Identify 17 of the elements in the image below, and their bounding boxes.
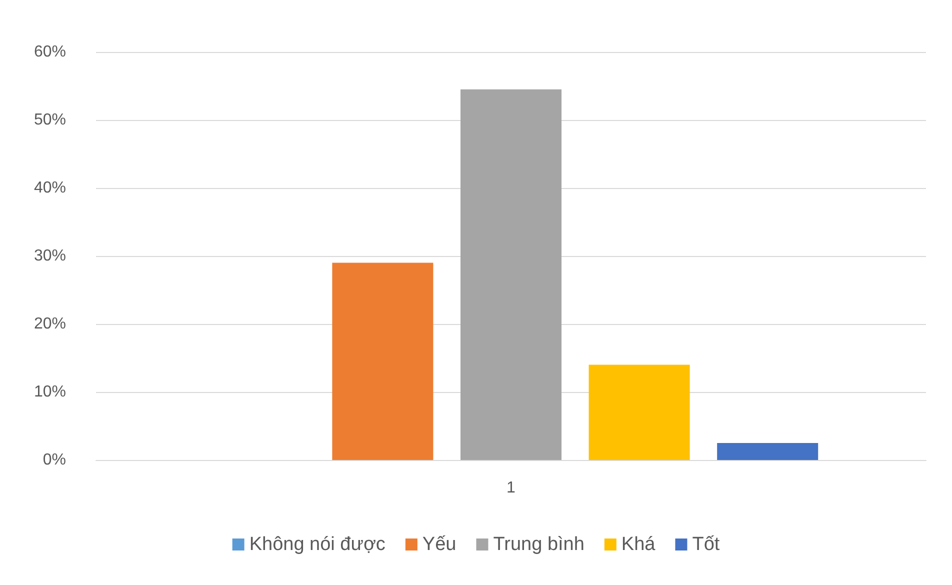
legend-label: Tốt xyxy=(692,534,720,555)
y-tick-label: 60% xyxy=(34,44,66,60)
y-tick-label: 30% xyxy=(34,248,66,264)
y-tick-label: 0% xyxy=(42,452,66,468)
x-tick-label: 1 xyxy=(506,480,516,496)
y-tick-label: 40% xyxy=(34,180,66,196)
y-tick-label: 10% xyxy=(34,384,66,400)
bar xyxy=(460,89,562,460)
bar xyxy=(588,364,690,460)
y-tick-label: 20% xyxy=(34,316,66,332)
bar xyxy=(717,443,818,460)
legend-label: Trung bình xyxy=(493,534,584,555)
bar xyxy=(332,262,434,460)
legend-label: Khá xyxy=(621,534,656,555)
legend-label: Không nói được xyxy=(249,534,386,555)
legend-label: Yếu xyxy=(422,534,456,555)
y-tick-label: 50% xyxy=(34,112,66,128)
